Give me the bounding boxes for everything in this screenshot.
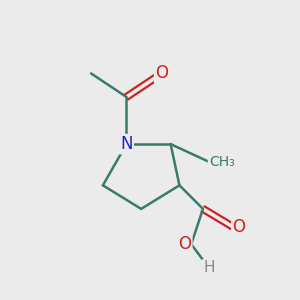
- Text: H: H: [203, 260, 214, 275]
- Text: N: N: [120, 135, 133, 153]
- Text: O: O: [155, 64, 168, 82]
- Text: CH₃: CH₃: [209, 155, 235, 169]
- Text: O: O: [178, 235, 191, 253]
- Text: O: O: [232, 218, 245, 236]
